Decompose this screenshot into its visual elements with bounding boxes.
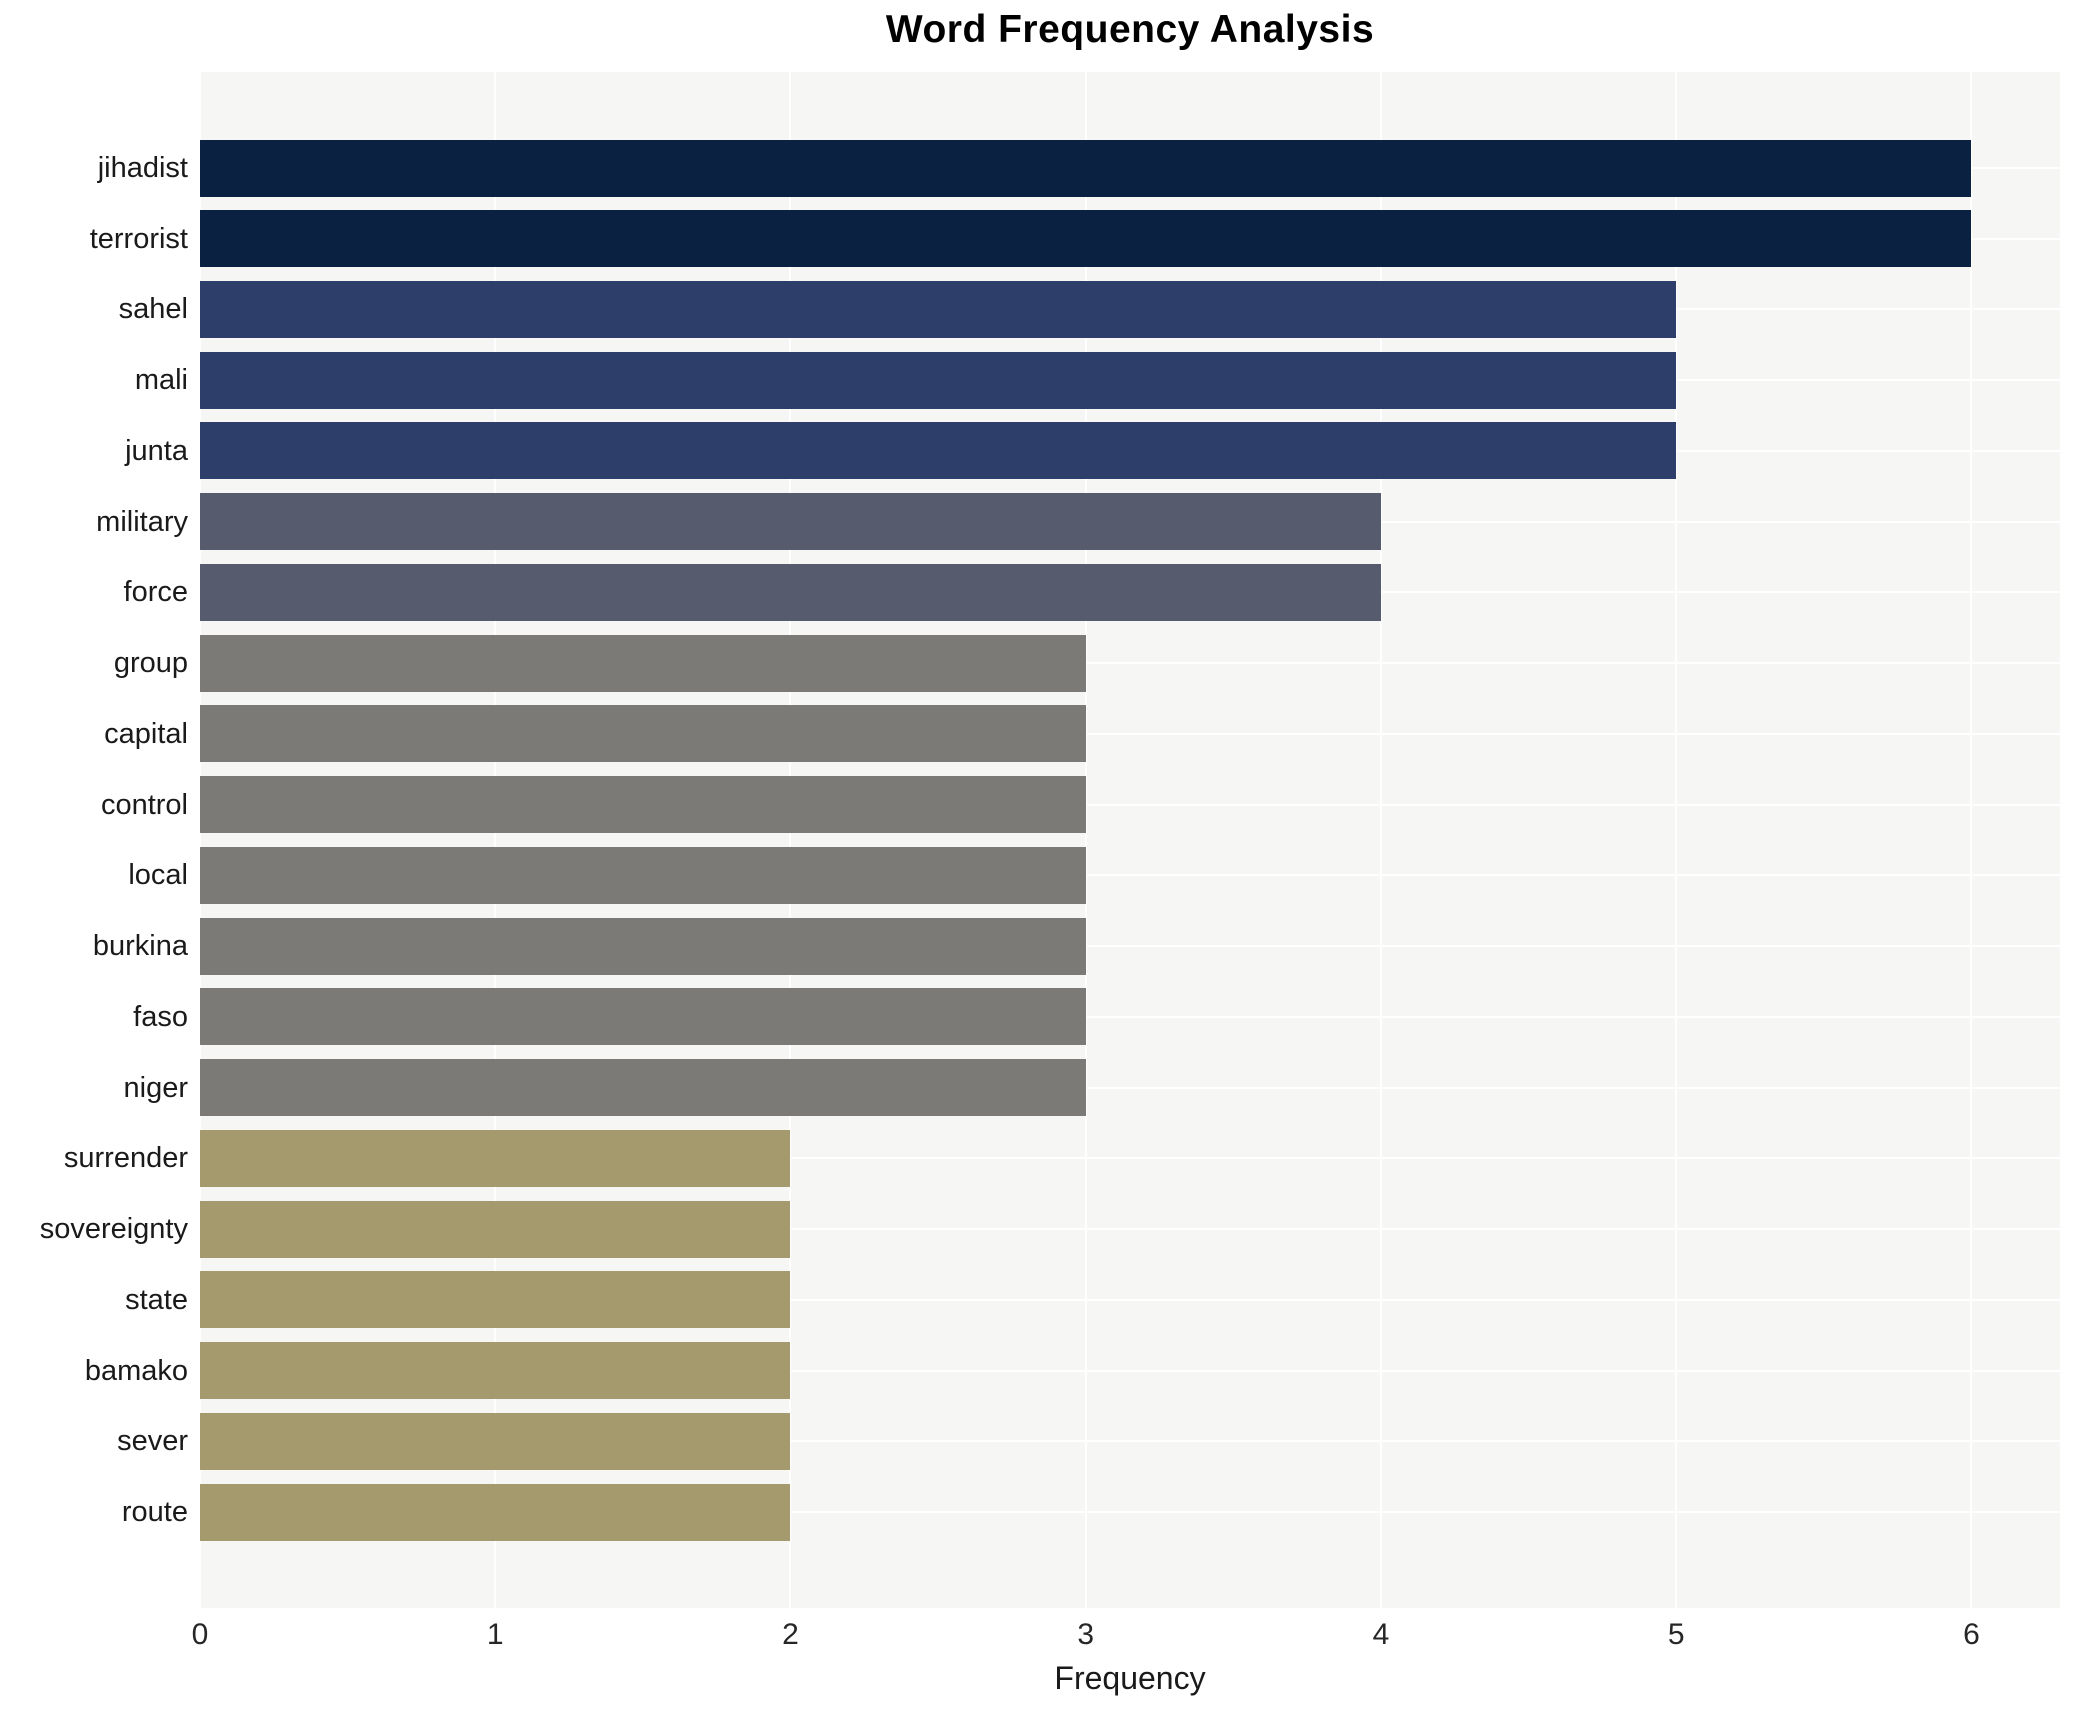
y-tick-label-mali: mali xyxy=(134,364,188,397)
bar-sever xyxy=(200,1412,791,1470)
y-tick-label-niger: niger xyxy=(123,1071,189,1104)
bar-mali xyxy=(200,351,1677,409)
y-tick-label-sovereignty: sovereignty xyxy=(39,1213,188,1246)
bar-burkina xyxy=(200,917,1086,975)
chart-title: Word Frequency Analysis xyxy=(885,8,1375,51)
bar-force xyxy=(200,563,1381,621)
y-gridline-capital xyxy=(200,732,2060,735)
x-tick-label-6: 6 xyxy=(1963,1618,1980,1651)
y-tick-label-terrorist: terrorist xyxy=(89,222,188,255)
y-gridline-sovereignty xyxy=(200,1228,2060,1231)
bar-faso xyxy=(200,988,1086,1046)
x-gridline-2 xyxy=(789,72,792,1608)
x-tick-label-2: 2 xyxy=(782,1618,799,1651)
bar-military xyxy=(200,493,1381,551)
y-gridline-niger xyxy=(200,1086,2060,1089)
y-tick-label-force: force xyxy=(123,576,188,609)
y-tick-label-jihadist: jihadist xyxy=(97,152,188,184)
x-tick-label-4: 4 xyxy=(1372,1618,1390,1651)
y-tick-label-junta: junta xyxy=(125,434,188,467)
bar-niger xyxy=(200,1059,1086,1117)
x-tick-label-1: 1 xyxy=(486,1618,504,1651)
bar-route xyxy=(200,1483,791,1541)
bar-local xyxy=(200,846,1086,904)
bar-state xyxy=(200,1271,791,1329)
y-gridline-sever xyxy=(200,1440,2060,1443)
bar-terrorist xyxy=(200,210,1972,268)
y-tick-label-group: group xyxy=(113,647,188,680)
y-tick-label-surrender: surrender xyxy=(63,1142,188,1175)
bar-group xyxy=(200,634,1086,692)
y-tick-label-capital: capital xyxy=(104,717,188,750)
x-gridline-4 xyxy=(1379,72,1382,1608)
y-gridline-route xyxy=(200,1511,2060,1513)
x-gridline-0 xyxy=(199,72,201,1608)
bar-sahel xyxy=(200,280,1677,338)
plot-area xyxy=(199,72,2060,1608)
y-gridline-faso xyxy=(200,1015,2060,1018)
y-gridline-surrender xyxy=(200,1157,2060,1160)
x-gridline-1 xyxy=(494,72,497,1608)
x-gridline-6 xyxy=(1970,72,1973,1608)
y-gridline-group xyxy=(200,662,2060,665)
y-tick-label-state: state xyxy=(125,1283,188,1316)
bar-jihadist xyxy=(200,139,1972,197)
x-tick-label-5: 5 xyxy=(1667,1618,1685,1651)
bar-junta xyxy=(200,422,1677,480)
x-tick-label-0: 0 xyxy=(191,1618,209,1651)
y-tick-label-faso: faso xyxy=(133,1000,188,1033)
x-tick-label-3: 3 xyxy=(1077,1618,1095,1651)
bar-surrender xyxy=(200,1129,791,1187)
y-tick-label-military: military xyxy=(96,505,188,538)
y-gridline-bamako xyxy=(200,1369,2060,1372)
y-tick-label-sever: sever xyxy=(117,1425,188,1458)
x-axis-label: Frequency xyxy=(1054,1660,1206,1696)
bar-capital xyxy=(200,705,1086,763)
y-tick-label-local: local xyxy=(128,859,188,892)
y-tick-label-route: route xyxy=(121,1496,188,1528)
x-gridline-5 xyxy=(1675,72,1678,1608)
y-tick-label-control: control xyxy=(100,788,188,821)
bar-control xyxy=(200,776,1086,834)
bar-bamako xyxy=(200,1342,791,1400)
y-gridline-local xyxy=(200,874,2060,877)
y-tick-label-sahel: sahel xyxy=(118,293,188,326)
bar-sovereignty xyxy=(200,1200,791,1258)
y-gridline-burkina xyxy=(200,945,2060,948)
y-tick-label-burkina: burkina xyxy=(92,930,188,963)
x-gridline-3 xyxy=(1084,72,1087,1608)
y-gridline-state xyxy=(200,1298,2060,1301)
y-tick-label-bamako: bamako xyxy=(84,1354,188,1387)
y-gridline-control xyxy=(200,803,2060,806)
